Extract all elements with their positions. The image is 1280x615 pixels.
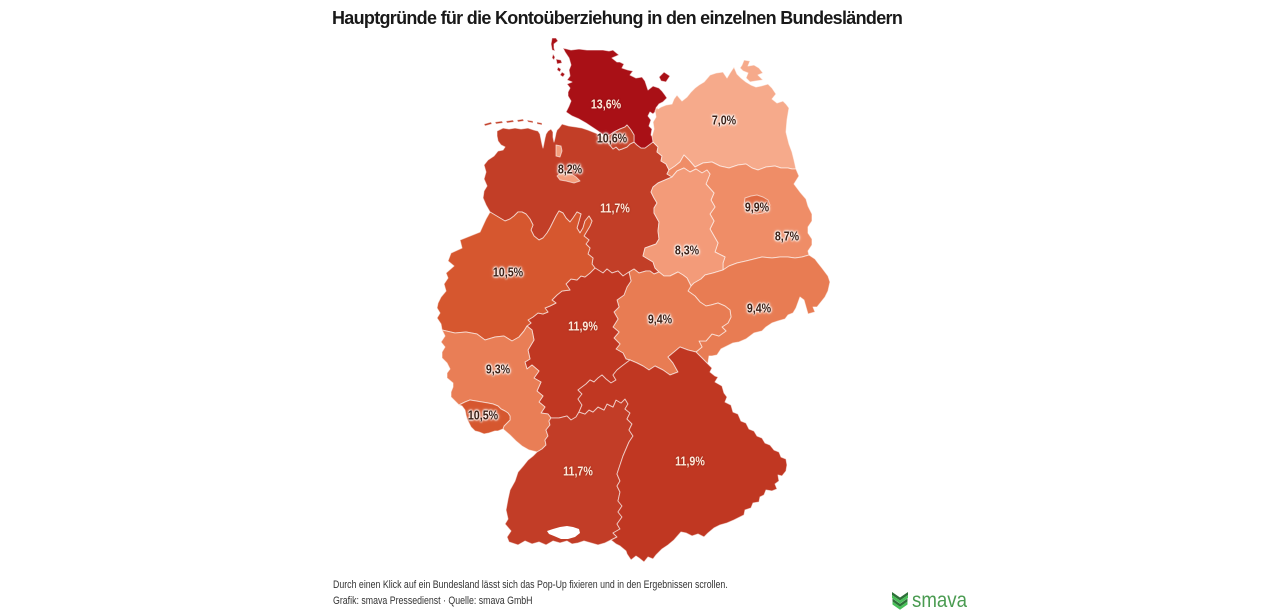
svg-text:smava: smava [912, 591, 967, 612]
